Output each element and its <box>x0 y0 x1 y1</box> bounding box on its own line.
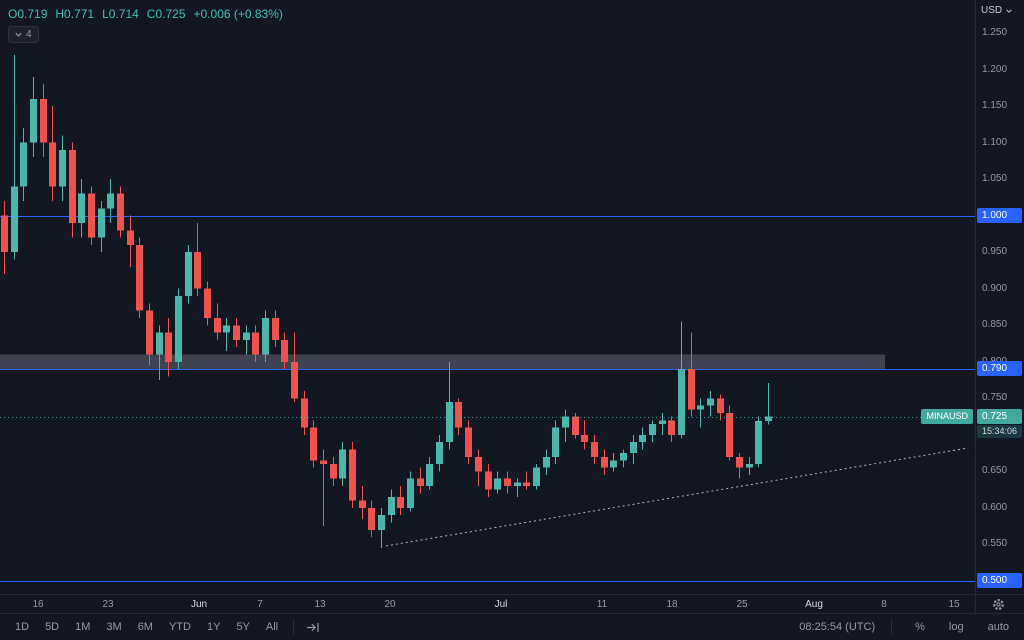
line-price-label[interactable]: 1.000 <box>977 207 1022 223</box>
time-tick-label: 8 <box>881 599 887 610</box>
time-tick-label: 11 <box>596 599 608 610</box>
collapse-count: 4 <box>26 29 32 40</box>
go-to-date-button[interactable] <box>302 620 324 635</box>
time-tick-label: 7 <box>257 599 263 610</box>
candles[interactable] <box>1 54 772 549</box>
ascending-trendline[interactable] <box>385 447 969 547</box>
range-button-3m[interactable]: 3M <box>99 618 128 636</box>
time-tick-label: 25 <box>736 599 748 610</box>
last-price-label[interactable]: 0.725 <box>977 408 1022 424</box>
chevron-down-icon <box>15 32 22 37</box>
low-value: 0.714 <box>108 7 139 21</box>
price-tick-label: 0.650 <box>982 465 1008 477</box>
low-label: L <box>102 7 109 21</box>
scale-controls: 08:25:54 (UTC) % log auto <box>799 618 1016 636</box>
close-label: C <box>146 7 156 21</box>
price-tick-label: 0.750 <box>982 392 1008 404</box>
line-price-label[interactable]: 0.790 <box>977 361 1022 377</box>
price-tick-label: 1.200 <box>982 63 1008 75</box>
price-axis[interactable]: 1.250 1.200 1.150 1.100 1.050 1.000 0.950 0.900… <box>976 0 1024 594</box>
open-value: 0.719 <box>17 7 48 21</box>
range-buttons: 1D 5D 1M 3M 6M YTD 1Y 5Y All <box>8 618 324 636</box>
percent-scale-button[interactable]: % <box>908 618 932 636</box>
change-value: +0.006 (+0.83%) <box>193 7 283 21</box>
go-to-date-icon <box>306 622 320 633</box>
open-label: O <box>8 7 18 21</box>
time-tick-label: 23 <box>102 599 114 610</box>
range-button-1d[interactable]: 1D <box>8 618 36 636</box>
price-tick-label: 0.550 <box>982 538 1008 550</box>
bar-countdown: 15:34:06 <box>977 424 1022 438</box>
price-tick-label: 1.150 <box>982 100 1008 112</box>
time-tick-label: Jul <box>494 599 508 610</box>
price-tick-label: 1.250 <box>982 27 1008 38</box>
resistance-zone[interactable] <box>0 354 885 370</box>
currency-selector[interactable]: USD <box>981 5 1012 16</box>
range-button-5d[interactable]: 5D <box>38 618 66 636</box>
chevron-down-icon <box>1006 8 1012 13</box>
price-axis-separator <box>975 0 976 613</box>
time-tick-label: Aug <box>805 599 823 610</box>
time-axis[interactable]: 16 23 Jun 7 13 20 Jul 11 18 25 Aug 8 15 <box>0 595 975 613</box>
range-button-all[interactable]: All <box>259 618 285 636</box>
currency-label: USD <box>981 5 1003 16</box>
chart-canvas[interactable]: O0.719 H0.771 L0.714 C0.725 +0.006 (+0.83%) … <box>0 0 975 594</box>
time-axis-separator <box>0 594 1024 595</box>
line-price-label[interactable]: 0.500 <box>977 573 1022 588</box>
clock[interactable]: 08:25:54 (UTC) <box>799 621 876 633</box>
close-value: 0.725 <box>155 7 186 21</box>
price-tick-label: 1.100 <box>982 136 1008 148</box>
candlestick-chart[interactable] <box>0 0 975 594</box>
high-label: H <box>55 7 65 21</box>
time-tick-label: 15 <box>948 599 960 610</box>
time-tick-label: 20 <box>384 599 396 610</box>
time-tick-label: 13 <box>314 599 326 610</box>
toolbar-divider <box>891 620 893 634</box>
range-button-5y[interactable]: 5Y <box>229 618 256 636</box>
range-button-1m[interactable]: 1M <box>68 618 97 636</box>
log-scale-button[interactable]: log <box>942 618 971 636</box>
gear-icon <box>992 598 1005 611</box>
time-tick-label: 18 <box>666 599 678 610</box>
price-tick-label: 0.950 <box>982 246 1008 258</box>
axis-settings-button[interactable] <box>992 598 1005 611</box>
high-value: 0.771 <box>64 7 95 21</box>
legend-collapse-button[interactable]: 4 <box>8 26 39 43</box>
symbol-price-badge[interactable]: MINAUSD <box>921 408 973 424</box>
time-tick-label: 16 <box>32 599 44 610</box>
range-button-1y[interactable]: 1Y <box>200 618 227 636</box>
auto-scale-button[interactable]: auto <box>981 618 1016 636</box>
bottom-toolbar: 1D 5D 1M 3M 6M YTD 1Y 5Y All 08:25:54 (U… <box>0 613 1024 640</box>
price-tick-label: 0.900 <box>982 282 1008 294</box>
price-tick-label: 0.850 <box>982 319 1008 331</box>
toolbar-divider <box>293 620 295 634</box>
price-tick-label: 0.600 <box>982 501 1008 513</box>
ohlc-legend: O0.719 H0.771 L0.714 C0.725 +0.006 (+0.83%) <box>8 7 283 21</box>
range-button-6m[interactable]: 6M <box>131 618 160 636</box>
price-tick-label: 1.050 <box>982 173 1008 185</box>
range-button-ytd[interactable]: YTD <box>162 618 198 636</box>
time-tick-label: Jun <box>190 599 208 610</box>
